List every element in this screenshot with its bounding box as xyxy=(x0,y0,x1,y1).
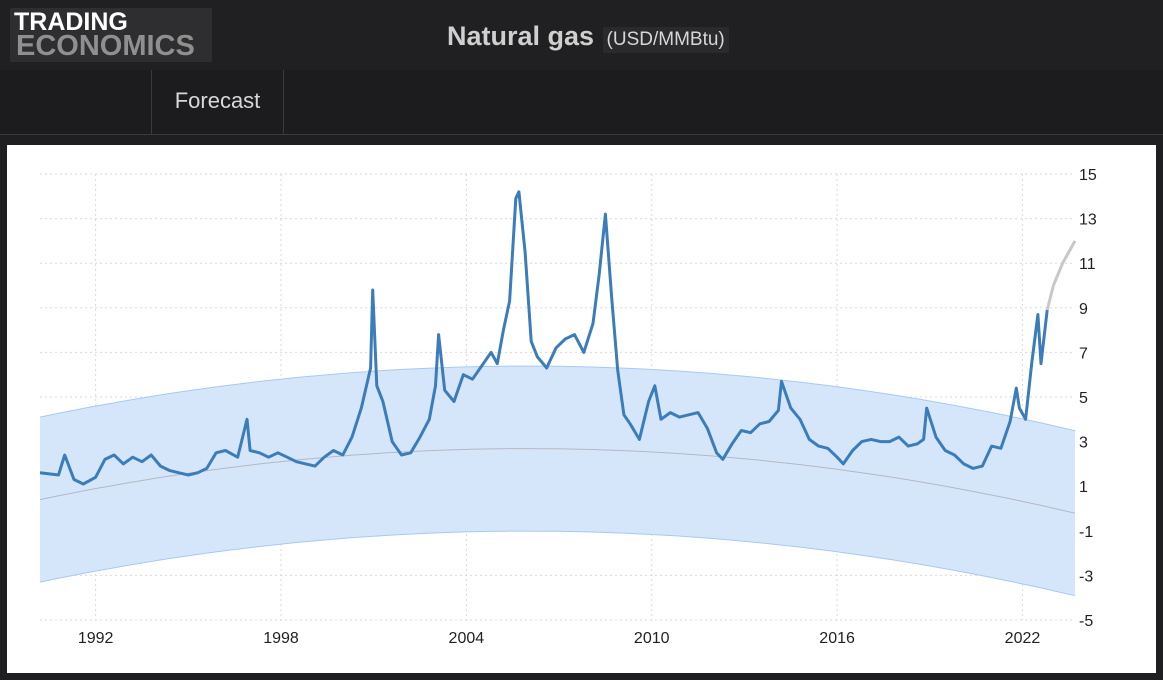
y-tick-label: 15 xyxy=(1079,167,1097,184)
unit-badge: (USD/MMBtu) xyxy=(602,27,729,53)
title-group: Natural gas (USD/MMBtu) xyxy=(447,21,729,53)
y-tick-label: -1 xyxy=(1079,524,1093,541)
y-tick-label: 3 xyxy=(1079,435,1088,452)
y-tick-label: 7 xyxy=(1079,345,1088,362)
x-tick-label: 2016 xyxy=(819,630,855,647)
y-tick-label: 9 xyxy=(1079,301,1088,318)
y-tick-label: 11 xyxy=(1079,256,1096,273)
y-tick-label: 13 xyxy=(1079,212,1097,229)
x-tick-label: 2022 xyxy=(1005,630,1041,647)
price-line xyxy=(39,190,1049,486)
chart-panel: 15 13 11 9 7 5 3 1 -1 -3 -5 1992 1998 2004 2010 2016 202… xyxy=(7,145,1156,673)
x-tick-label: 1998 xyxy=(263,630,299,647)
regression-band xyxy=(40,366,1075,596)
x-tick-label: 1992 xyxy=(78,630,114,647)
natural-gas-chart[interactable]: 15 13 11 9 7 5 3 1 -1 -3 -5 1992 1998 2004 2010 2016 202… xyxy=(7,145,1156,673)
logo-line-2: ECONOMICS xyxy=(16,30,195,62)
tab-forecast[interactable]: Forecast xyxy=(151,70,284,134)
trading-economics-logo[interactable]: TRADING ECONOMICS xyxy=(10,8,212,62)
x-tick-label: 2010 xyxy=(634,630,670,647)
header: TRADING ECONOMICS Natural gas (USD/MMBtu… xyxy=(0,0,1163,71)
y-tick-label: -5 xyxy=(1079,613,1093,630)
navbar: Forecast xyxy=(0,70,1163,135)
page-title: Natural gas xyxy=(447,21,595,51)
band-upper-edge xyxy=(39,365,1076,432)
x-tick-label: 2004 xyxy=(449,630,485,647)
y-tick-label: 1 xyxy=(1079,479,1088,496)
band-lower-edge xyxy=(39,530,1076,597)
y-tick-label: 5 xyxy=(1079,390,1088,407)
logo-line-1: TRADING xyxy=(14,8,128,36)
forecast-line xyxy=(1045,240,1077,311)
y-tick-label: -3 xyxy=(1079,568,1093,585)
trend-line xyxy=(39,448,1076,514)
